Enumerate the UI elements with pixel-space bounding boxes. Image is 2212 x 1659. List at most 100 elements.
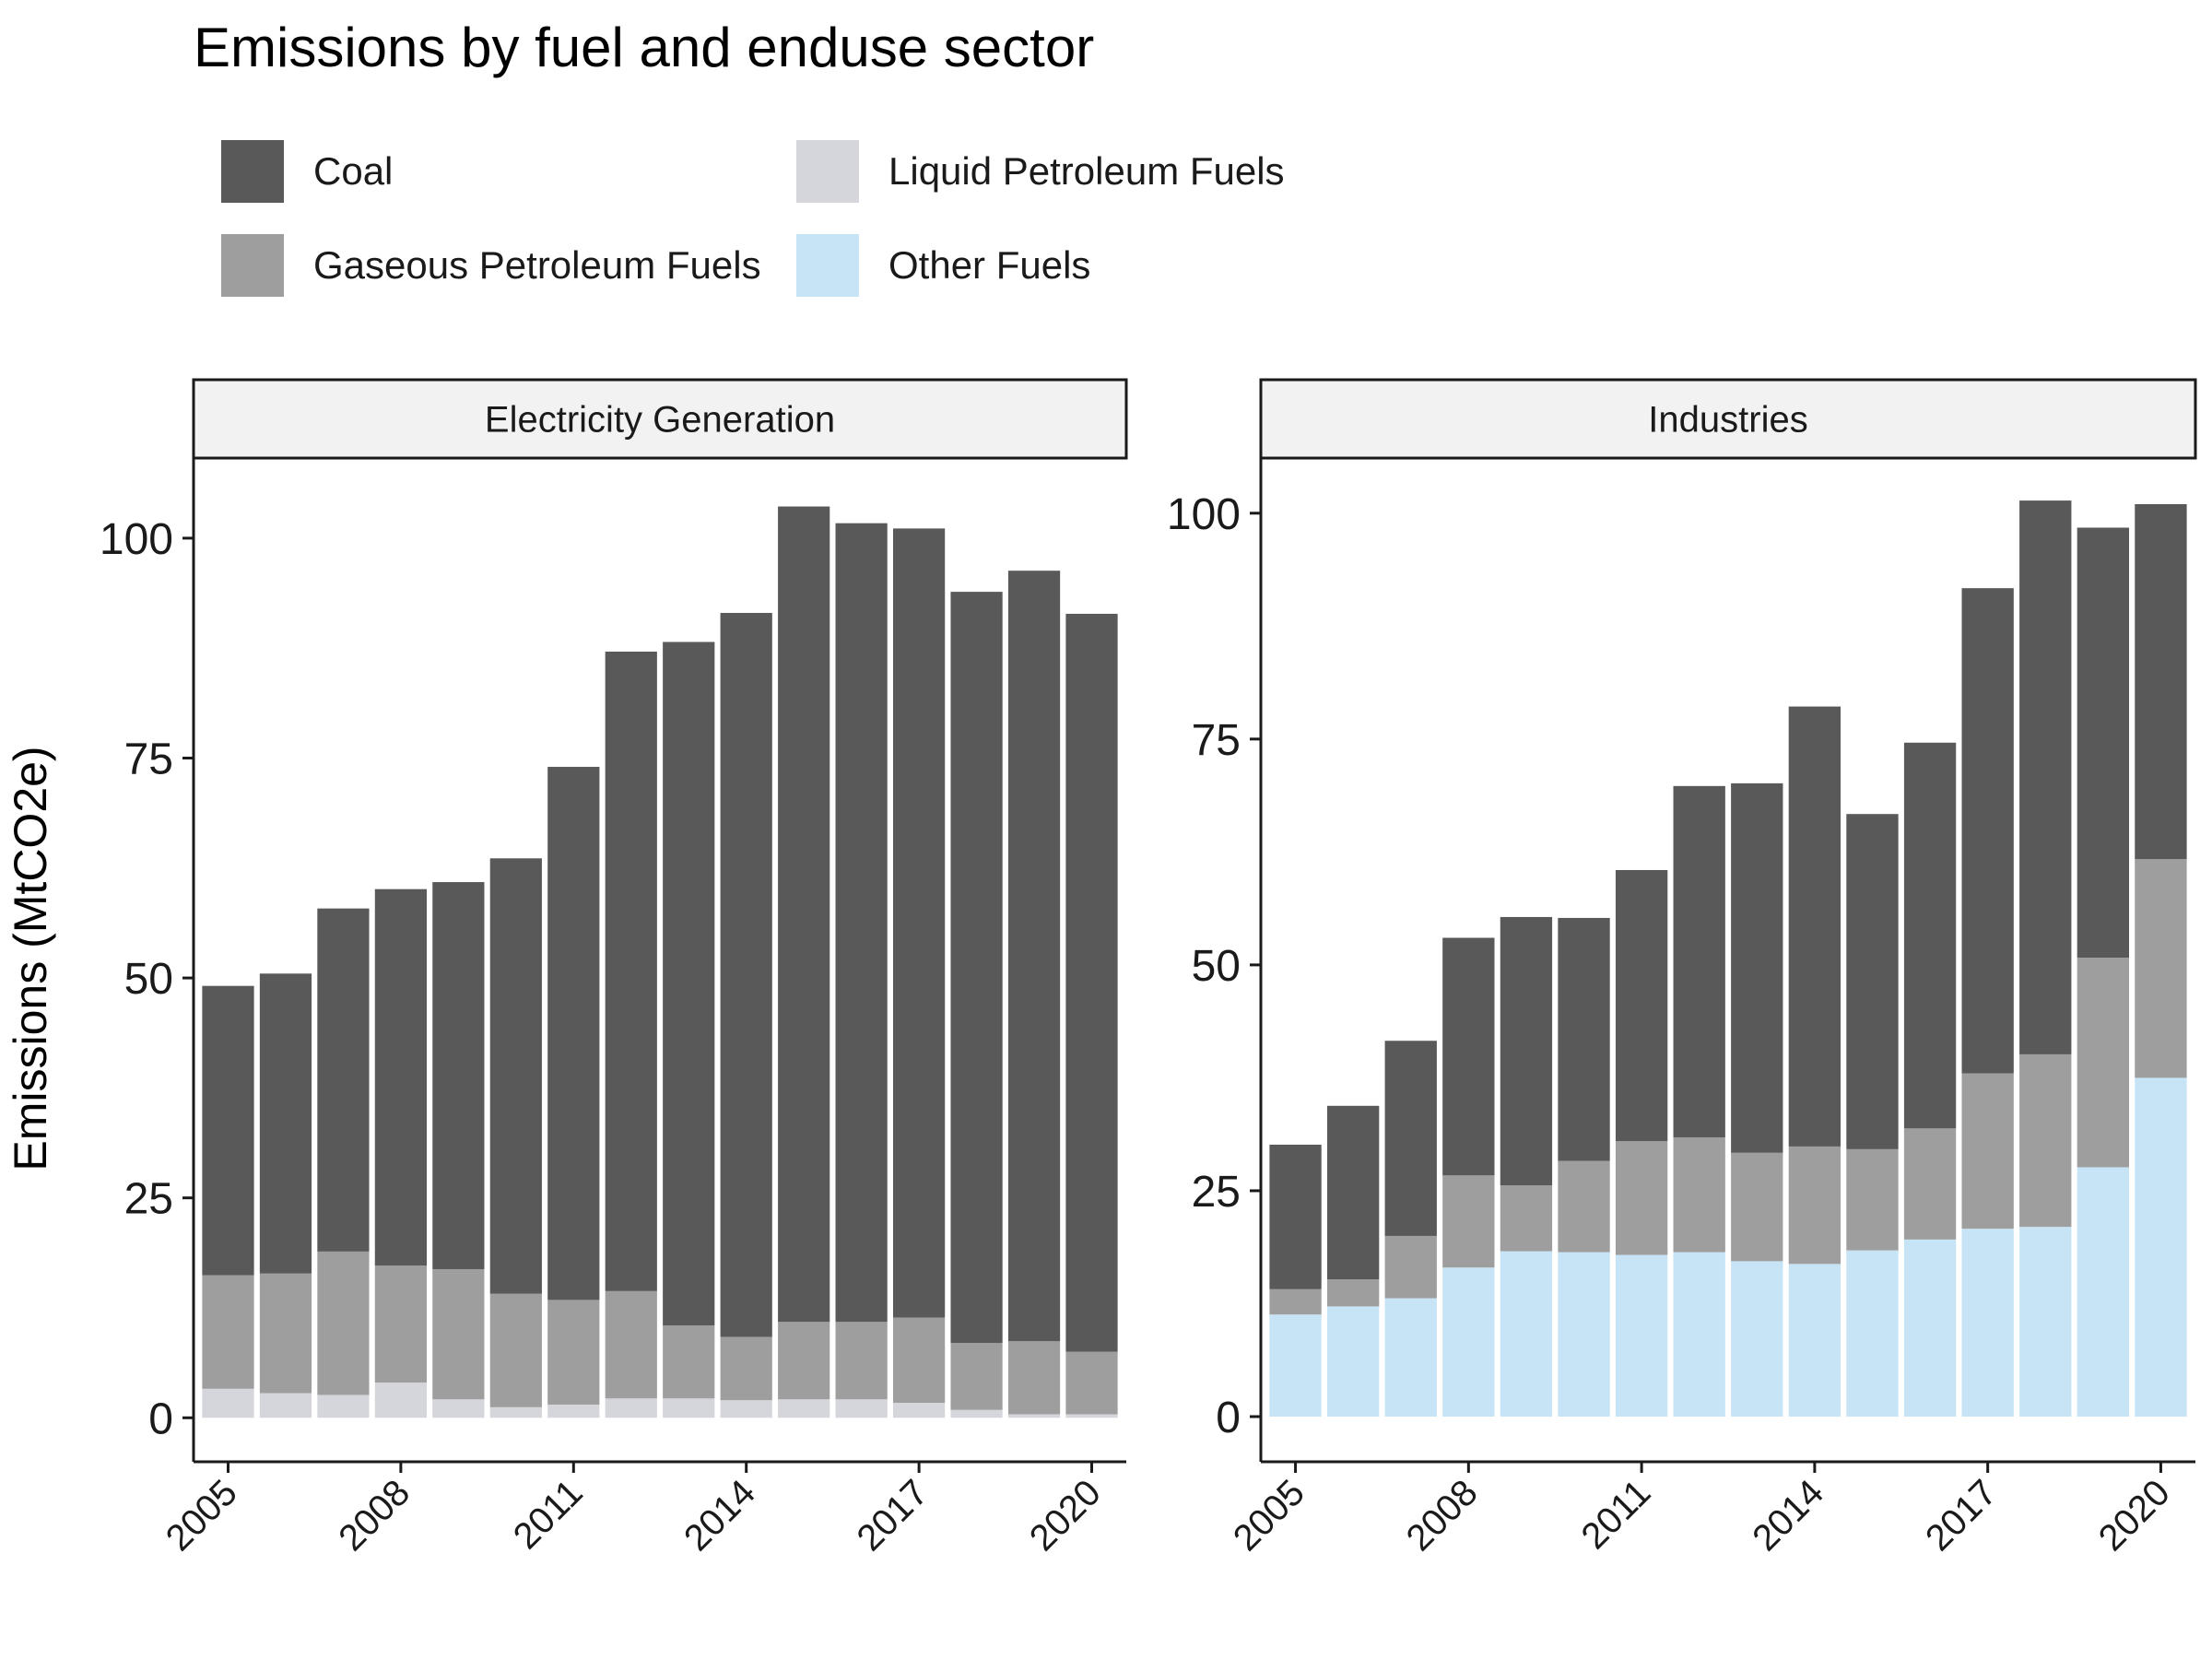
bar-industries-gaseous-petroleum-fuels-2005	[1269, 1288, 1322, 1315]
bar-electricity-generation-liquid-petroleum-fuels-2010	[489, 1406, 542, 1418]
bar-electricity-generation-liquid-petroleum-fuels-2005	[202, 1388, 254, 1418]
legend-swatch-gaseous-petroleum-fuels	[221, 234, 284, 297]
bar-electricity-generation-coal-2015	[778, 506, 830, 1323]
y-tick-label-industries-0: 0	[1216, 1394, 1241, 1442]
bar-electricity-generation-gaseous-petroleum-fuels-2007	[317, 1251, 370, 1395]
y-tick-label-industries-75: 75	[1192, 716, 1241, 765]
bar-electricity-generation-liquid-petroleum-fuels-2006	[259, 1393, 312, 1418]
bar-industries-other-fuels-2011	[1615, 1254, 1668, 1417]
bar-electricity-generation-coal-2011	[547, 767, 600, 1300]
bar-electricity-generation-liquid-petroleum-fuels-2014	[720, 1400, 772, 1418]
x-tick-label-industries-2014: 2014	[1745, 1472, 1831, 1559]
bar-electricity-generation-coal-2019	[1007, 571, 1061, 1342]
bar-industries-other-fuels-2018	[2019, 1227, 2072, 1417]
bar-industries-other-fuels-2006	[1326, 1306, 1380, 1417]
bar-electricity-generation-liquid-petroleum-fuels-2008	[374, 1382, 427, 1418]
bar-electricity-generation-coal-2012	[605, 652, 657, 1291]
strip-electricity-generation	[192, 378, 1128, 460]
bar-electricity-generation-gaseous-petroleum-fuels-2013	[663, 1325, 715, 1399]
y-tick-label-electricity-generation-100: 100	[100, 515, 173, 564]
bar-industries-gaseous-petroleum-fuels-2007	[1384, 1235, 1437, 1299]
bar-industries-other-fuels-2012	[1673, 1252, 1725, 1417]
bar-electricity-generation-liquid-petroleum-fuels-2017	[893, 1403, 946, 1418]
bar-electricity-generation-liquid-petroleum-fuels-2011	[547, 1404, 600, 1418]
bar-industries-other-fuels-2019	[2077, 1167, 2130, 1417]
bar-electricity-generation-coal-2018	[950, 592, 1003, 1344]
legend-item-other-fuels: Other Fuels	[796, 234, 1090, 297]
bar-electricity-generation-gaseous-petroleum-fuels-2015	[778, 1322, 830, 1400]
bar-industries-other-fuels-2014	[1788, 1264, 1841, 1417]
bar-industries-coal-2006	[1326, 1105, 1380, 1280]
bar-industries-coal-2014	[1788, 706, 1841, 1147]
bar-electricity-generation-liquid-petroleum-fuels-2015	[778, 1399, 830, 1418]
bar-industries-other-fuels-2007	[1384, 1298, 1437, 1417]
legend-label-gaseous-petroleum-fuels: Gaseous Petroleum Fuels	[313, 243, 761, 287]
bar-industries-gaseous-petroleum-fuels-2020	[2135, 859, 2187, 1078]
y-tick-label-industries-50: 50	[1192, 942, 1241, 991]
x-tick-label-electricity-generation-2008: 2008	[331, 1472, 418, 1559]
legend-swatch-other-fuels	[796, 234, 859, 297]
bar-electricity-generation-liquid-petroleum-fuels-2009	[432, 1399, 485, 1418]
bar-industries-gaseous-petroleum-fuels-2016	[1903, 1128, 1957, 1240]
bar-electricity-generation-coal-2008	[374, 888, 427, 1266]
legend-label-other-fuels: Other Fuels	[888, 243, 1090, 287]
bar-industries-gaseous-petroleum-fuels-2012	[1673, 1137, 1725, 1253]
y-tick-label-electricity-generation-75: 75	[124, 735, 173, 783]
bar-industries-coal-2016	[1903, 742, 1957, 1129]
x-tick-label-electricity-generation-2017: 2017	[849, 1472, 935, 1559]
bar-industries-other-fuels-2020	[2135, 1077, 2187, 1417]
bar-electricity-generation-liquid-petroleum-fuels-2018	[950, 1409, 1003, 1418]
bar-industries-gaseous-petroleum-fuels-2015	[1846, 1148, 1899, 1251]
x-tick-label-electricity-generation-2014: 2014	[677, 1472, 763, 1559]
bar-electricity-generation-gaseous-petroleum-fuels-2019	[1007, 1341, 1061, 1415]
bar-electricity-generation-liquid-petroleum-fuels-2020	[1065, 1414, 1118, 1418]
strip-label-electricity-generation: Electricity Generation	[485, 400, 835, 441]
bar-electricity-generation-gaseous-petroleum-fuels-2009	[432, 1268, 485, 1400]
bar-industries-other-fuels-2005	[1269, 1314, 1322, 1417]
x-tick-label-electricity-generation-2020: 2020	[1022, 1472, 1109, 1559]
bar-industries-coal-2013	[1731, 782, 1783, 1153]
bar-industries-gaseous-petroleum-fuels-2009	[1500, 1185, 1553, 1252]
bar-electricity-generation-liquid-petroleum-fuels-2019	[1007, 1414, 1061, 1418]
bar-electricity-generation-gaseous-petroleum-fuels-2018	[950, 1343, 1003, 1410]
bar-electricity-generation-coal-2007	[317, 908, 370, 1252]
bar-industries-other-fuels-2009	[1500, 1251, 1553, 1417]
legend-item-coal: Coal	[221, 140, 393, 203]
y-tick-label-electricity-generation-0: 0	[148, 1394, 173, 1443]
bar-electricity-generation-coal-2020	[1065, 613, 1118, 1352]
bar-industries-coal-2015	[1846, 814, 1899, 1149]
bar-industries-coal-2020	[2135, 504, 2187, 860]
legend-swatch-liquid-petroleum-fuels	[796, 140, 859, 203]
bar-electricity-generation-liquid-petroleum-fuels-2013	[663, 1398, 715, 1418]
bar-electricity-generation-liquid-petroleum-fuels-2016	[835, 1399, 888, 1418]
bar-industries-coal-2007	[1384, 1041, 1437, 1236]
legend-label-liquid-petroleum-fuels: Liquid Petroleum Fuels	[888, 149, 1285, 193]
bar-electricity-generation-liquid-petroleum-fuels-2012	[605, 1398, 657, 1418]
bar-industries-coal-2008	[1442, 937, 1495, 1176]
y-tick-label-industries-25: 25	[1192, 1168, 1241, 1217]
bar-electricity-generation-gaseous-petroleum-fuels-2010	[489, 1293, 542, 1407]
bar-industries-gaseous-petroleum-fuels-2011	[1615, 1141, 1668, 1255]
bar-industries-coal-2019	[2077, 527, 2130, 959]
bar-electricity-generation-coal-2006	[259, 973, 312, 1274]
bar-electricity-generation-gaseous-petroleum-fuels-2016	[835, 1322, 888, 1400]
bar-industries-gaseous-petroleum-fuels-2018	[2019, 1053, 2072, 1228]
bar-electricity-generation-liquid-petroleum-fuels-2007	[317, 1394, 370, 1418]
x-tick-label-electricity-generation-2005: 2005	[159, 1472, 245, 1559]
bar-electricity-generation-coal-2009	[432, 882, 485, 1269]
bar-industries-gaseous-petroleum-fuels-2010	[1558, 1160, 1610, 1253]
legend-item-liquid-petroleum-fuels: Liquid Petroleum Fuels	[796, 140, 1285, 203]
x-tick-label-industries-2008: 2008	[1399, 1472, 1486, 1559]
bar-electricity-generation-coal-2010	[489, 858, 542, 1294]
strip-industries	[1259, 378, 2197, 460]
bar-electricity-generation-coal-2005	[202, 985, 254, 1276]
x-tick-label-industries-2020: 2020	[2091, 1472, 2178, 1559]
panel-electricity-generation: Electricity Generation 0 25 50 75 100 2005 2008…	[100, 378, 1128, 1559]
bar-industries-other-fuels-2017	[1961, 1229, 2014, 1417]
bar-electricity-generation-gaseous-petroleum-fuels-2017	[893, 1317, 946, 1404]
bar-electricity-generation-gaseous-petroleum-fuels-2014	[720, 1336, 772, 1401]
panel-industries: Industries 0 25 50 75 100 2005 2008 2011 2014 2017…	[1167, 378, 2197, 1559]
bar-industries-other-fuels-2015	[1846, 1250, 1899, 1417]
bar-electricity-generation-coal-2014	[720, 613, 772, 1337]
